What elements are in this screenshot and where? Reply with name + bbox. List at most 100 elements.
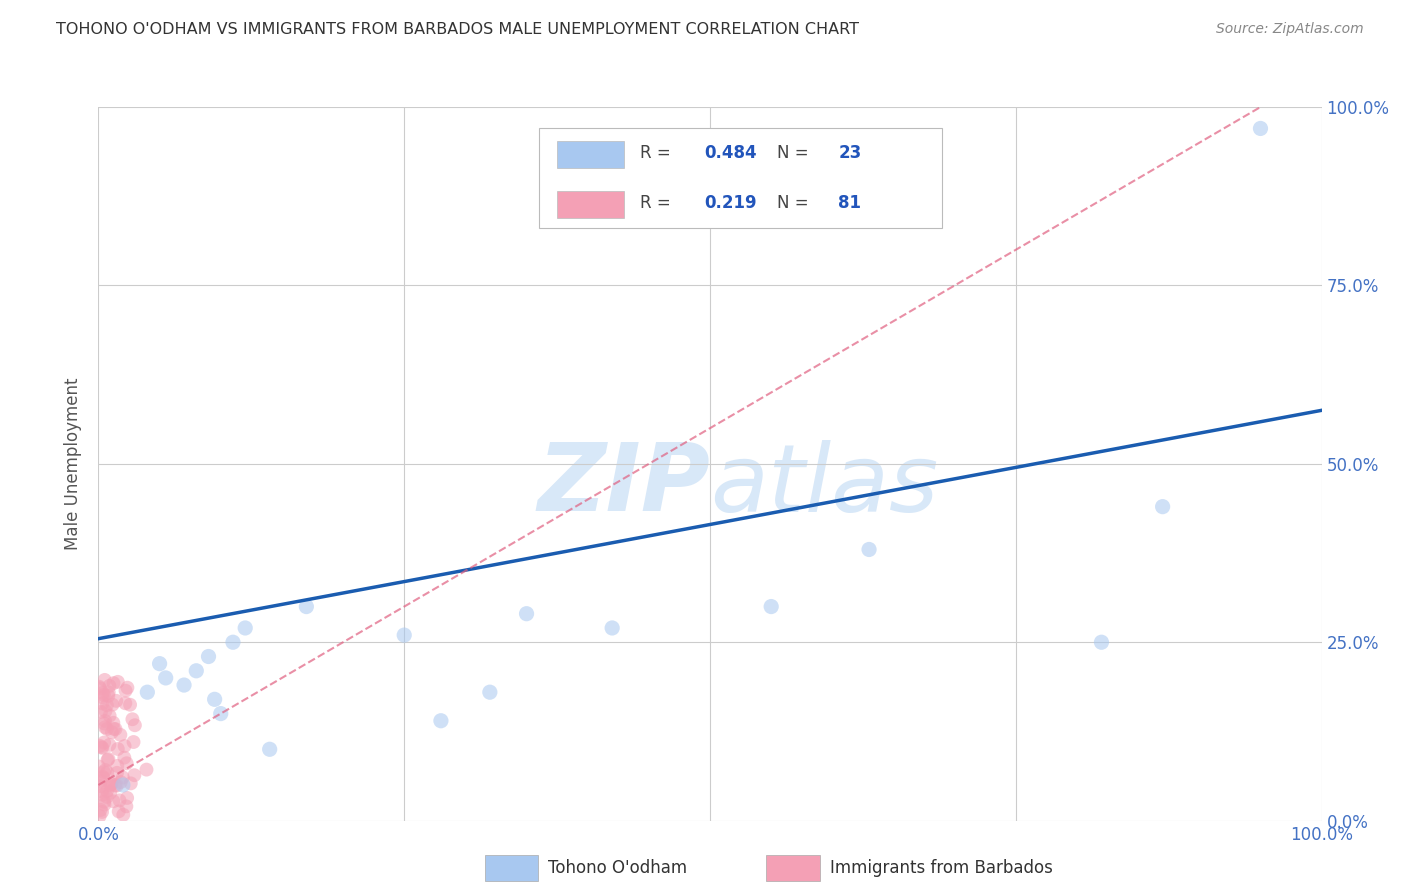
Text: N =: N = <box>778 144 814 161</box>
Point <box>515 607 537 621</box>
FancyBboxPatch shape <box>538 128 942 228</box>
Point <box>104 778 127 792</box>
Point <box>93 688 115 702</box>
Point <box>87 680 110 694</box>
Text: R =: R = <box>640 144 676 161</box>
Point <box>94 720 117 734</box>
Point <box>112 750 135 764</box>
Point <box>392 628 416 642</box>
Point <box>93 735 115 749</box>
Point <box>209 706 232 721</box>
Point <box>103 722 125 736</box>
Point <box>100 777 122 791</box>
Point <box>89 809 111 823</box>
Point <box>91 788 114 802</box>
Point <box>89 739 111 753</box>
Point <box>233 621 256 635</box>
Point <box>1090 635 1112 649</box>
Text: 0.219: 0.219 <box>704 194 756 212</box>
FancyBboxPatch shape <box>557 141 624 168</box>
Point <box>478 685 501 699</box>
Point <box>120 698 142 712</box>
Point <box>124 718 146 732</box>
Point <box>94 714 117 728</box>
Point <box>91 690 114 705</box>
Point <box>98 738 121 752</box>
Point <box>96 698 118 713</box>
Point <box>91 697 114 711</box>
Point <box>1152 500 1174 514</box>
Text: TOHONO O'ODHAM VS IMMIGRANTS FROM BARBADOS MALE UNEMPLOYMENT CORRELATION CHART: TOHONO O'ODHAM VS IMMIGRANTS FROM BARBAD… <box>56 22 859 37</box>
Point <box>101 725 124 739</box>
Point <box>100 777 122 791</box>
FancyBboxPatch shape <box>557 191 624 218</box>
Point <box>295 599 318 614</box>
Point <box>91 740 114 755</box>
Point <box>96 722 118 736</box>
Point <box>90 705 112 719</box>
Point <box>114 739 136 753</box>
Point <box>111 771 134 785</box>
Point <box>135 763 157 777</box>
Text: Immigrants from Barbados: Immigrants from Barbados <box>830 859 1053 877</box>
Point <box>110 775 132 789</box>
Point <box>1249 121 1271 136</box>
Point <box>98 708 121 723</box>
Point <box>122 735 145 749</box>
Point <box>115 799 138 814</box>
Point <box>87 759 110 773</box>
Point <box>761 599 783 614</box>
Point <box>93 795 115 809</box>
Point <box>117 681 139 695</box>
Point <box>93 716 115 731</box>
Point <box>90 784 112 798</box>
Point <box>96 753 118 767</box>
Point <box>90 740 112 755</box>
Point <box>89 779 111 793</box>
Point <box>186 664 208 678</box>
Point <box>114 683 136 698</box>
Point <box>107 742 129 756</box>
Point <box>111 778 134 792</box>
Text: Source: ZipAtlas.com: Source: ZipAtlas.com <box>1216 22 1364 37</box>
Point <box>430 714 453 728</box>
Point <box>89 681 111 696</box>
Point <box>259 742 281 756</box>
Point <box>105 759 128 773</box>
Point <box>112 807 135 822</box>
Point <box>91 770 114 784</box>
Point <box>114 696 136 710</box>
Point <box>107 805 129 819</box>
Point <box>96 765 118 780</box>
Point <box>115 756 138 771</box>
Point <box>204 692 226 706</box>
Point <box>600 621 623 635</box>
Text: N =: N = <box>778 194 814 212</box>
Point <box>149 657 172 671</box>
Text: 81: 81 <box>838 194 862 212</box>
Point <box>107 674 129 689</box>
Point <box>98 679 121 693</box>
Point <box>96 789 118 804</box>
Point <box>98 786 121 800</box>
Point <box>97 689 120 703</box>
Point <box>97 685 120 699</box>
Point <box>97 752 120 766</box>
Point <box>94 763 117 777</box>
Point <box>93 797 115 812</box>
Point <box>120 776 142 790</box>
Point <box>103 794 125 808</box>
Point <box>94 704 117 718</box>
Text: R =: R = <box>640 194 676 212</box>
Point <box>197 649 219 664</box>
Point <box>91 686 114 700</box>
Point <box>89 774 111 789</box>
Point <box>105 779 128 793</box>
Point <box>105 694 128 708</box>
Point <box>115 791 138 805</box>
Point <box>108 793 131 807</box>
Point <box>91 805 114 819</box>
Text: 23: 23 <box>838 144 862 161</box>
Point <box>110 728 132 742</box>
Point <box>124 768 146 782</box>
